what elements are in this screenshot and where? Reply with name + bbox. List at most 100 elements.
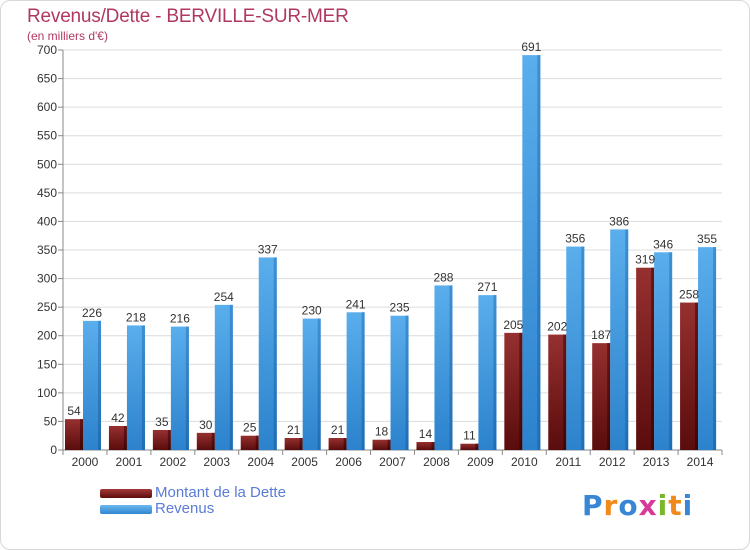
y-tick-label: 400	[37, 214, 57, 228]
y-tick-label: 150	[37, 357, 57, 371]
debt-value-label: 14	[419, 427, 433, 441]
logo-letter: o	[618, 489, 639, 522]
debt-value-label: 11	[463, 429, 476, 443]
y-tick-label: 50	[44, 414, 58, 428]
x-tick-label: 2001	[116, 455, 143, 469]
revenue-bar-shade	[405, 315, 409, 450]
y-tick-label: 0	[50, 443, 57, 457]
logo-letter: i	[657, 489, 669, 522]
y-tick-label: 650	[37, 72, 57, 86]
x-tick-label: 2013	[643, 455, 670, 469]
x-tick-label: 2014	[687, 455, 714, 469]
debt-bar-shade	[80, 419, 83, 450]
debt-bar-shade	[563, 334, 567, 450]
logo-letter: t	[668, 489, 683, 522]
revenue-bar	[390, 315, 409, 450]
revenue-value-label: 226	[82, 306, 102, 320]
debt-bar	[284, 438, 303, 450]
revenue-bar-shade	[713, 247, 717, 450]
debt-bar	[240, 435, 259, 450]
logo-letter: i	[682, 489, 694, 522]
debt-value-label: 18	[375, 425, 389, 439]
debt-bar-shade	[299, 438, 303, 450]
revenue-bar	[170, 326, 189, 450]
revenue-bar-shade	[669, 252, 673, 450]
debt-bar	[372, 439, 391, 450]
x-tick-label: 2008	[423, 455, 450, 469]
debt-bar-shade	[475, 443, 479, 450]
debt-value-label: 54	[67, 404, 81, 418]
revenue-bar-shade	[273, 257, 277, 450]
x-tick-label: 2007	[379, 455, 406, 469]
revenue-value-label: 355	[697, 232, 717, 246]
debt-bar	[548, 334, 567, 450]
revenue-value-label: 356	[565, 232, 585, 246]
y-tick-label: 550	[37, 129, 57, 143]
y-tick-label: 500	[37, 157, 57, 171]
debt-value-label: 42	[111, 411, 125, 425]
revenue-bar-shade	[317, 318, 321, 450]
debt-bar	[460, 443, 479, 450]
legend-swatch-debt	[100, 489, 152, 498]
x-tick-label: 2002	[159, 455, 186, 469]
debt-bar-shade	[607, 343, 611, 450]
debt-bar	[504, 332, 523, 450]
x-tick-label: 2010	[511, 455, 538, 469]
debt-value-label: 21	[331, 423, 345, 437]
debt-value-label: 202	[547, 320, 567, 334]
debt-bar-shade	[123, 426, 127, 450]
revenue-value-label: 230	[302, 304, 322, 318]
debt-bar-shade	[167, 430, 171, 450]
y-tick-label: 700	[37, 43, 57, 57]
debt-bar	[328, 438, 347, 450]
revenue-bar	[258, 257, 277, 450]
revenue-bar-shade	[581, 246, 585, 450]
x-tick-label: 2011	[555, 455, 581, 469]
legend-label-debt: Montant de la Dette	[155, 484, 286, 501]
revenue-bar	[610, 229, 629, 450]
debt-bar-shade	[387, 439, 391, 450]
revenue-bar-shade	[98, 320, 101, 450]
debt-bar	[196, 432, 215, 450]
revenue-bar-shade	[141, 325, 145, 450]
revenue-value-label: 218	[126, 310, 146, 324]
revenue-bar-shade	[449, 285, 453, 450]
revenue-bar	[126, 325, 145, 450]
debt-bar-shade	[211, 432, 215, 450]
y-tick-label: 250	[37, 300, 57, 314]
debt-bar-shade	[343, 438, 347, 450]
debt-bar	[65, 419, 83, 450]
y-tick-label: 100	[37, 386, 57, 400]
logo-letter: x	[638, 489, 658, 522]
revenue-bar-shade	[229, 304, 233, 450]
debt-bar	[416, 442, 435, 450]
chart-title: Revenus/Dette - BERVILLE-SUR-MER	[27, 6, 349, 27]
debt-bar-shade	[255, 435, 259, 450]
revenue-value-label: 288	[433, 270, 453, 284]
revenue-bar	[302, 318, 321, 450]
debt-bar	[152, 430, 171, 450]
revenue-bar	[83, 320, 101, 450]
debt-value-label: 35	[155, 415, 169, 429]
x-tick-label: 2012	[599, 455, 626, 469]
revenue-bar-shade	[625, 229, 629, 450]
y-tick-label: 350	[37, 243, 57, 257]
legend-swatch-revenue	[100, 505, 152, 514]
revenue-bar-shade	[537, 55, 541, 451]
logo-letter: r	[603, 489, 619, 522]
debt-bar	[592, 343, 611, 450]
x-tick-label: 2006	[335, 455, 362, 469]
debt-bar	[636, 267, 655, 450]
debt-bar-shade	[651, 267, 655, 450]
y-tick-label: 450	[37, 186, 57, 200]
debt-bar	[108, 426, 127, 450]
debt-value-label: 205	[503, 318, 523, 332]
revenue-value-label: 241	[346, 297, 366, 311]
debt-value-label: 258	[679, 288, 699, 302]
revenue-bar	[346, 312, 365, 450]
revenue-value-label: 271	[477, 280, 497, 294]
x-tick-label: 2009	[467, 455, 494, 469]
revenue-value-label: 386	[609, 214, 629, 228]
revenue-bar	[566, 246, 585, 450]
x-tick-label: 2000	[72, 455, 99, 469]
